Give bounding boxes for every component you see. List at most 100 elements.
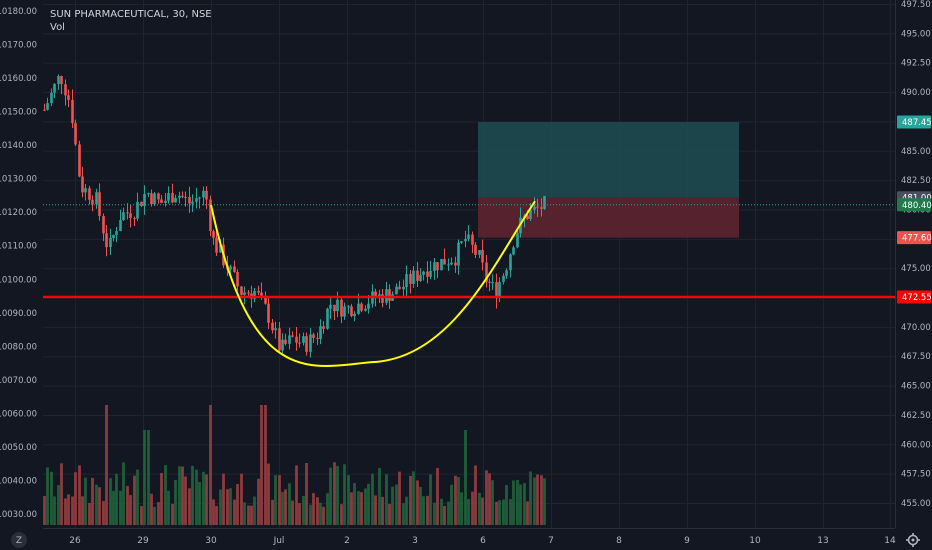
- volume-label[interactable]: Vol: [50, 22, 65, 33]
- candle-body: [278, 328, 281, 351]
- volume-bar: [467, 499, 470, 525]
- volume-bar: [419, 486, 422, 525]
- volume-bar: [143, 430, 146, 525]
- candle-body: [429, 270, 432, 277]
- candle-body: [295, 336, 298, 343]
- volume-bar: [464, 430, 467, 525]
- volume-bar: [278, 475, 281, 525]
- candle-body: [205, 190, 208, 200]
- candle-body: [91, 199, 94, 205]
- time-axis-panel[interactable]: [0, 528, 932, 550]
- candle-body: [343, 306, 346, 317]
- volume-bar: [333, 462, 336, 525]
- candle-body: [191, 201, 194, 204]
- candle-body: [98, 192, 101, 216]
- volume-bar: [405, 496, 408, 525]
- candle-body: [440, 259, 443, 271]
- volume-bar: [474, 465, 477, 525]
- candle-body: [81, 176, 84, 193]
- candlesticks: [43, 74, 546, 358]
- right-tick-9: 475.00: [901, 264, 931, 274]
- candle-body: [71, 99, 74, 124]
- drawings[interactable]: [43, 200, 895, 367]
- time-tick-6: 6: [480, 536, 486, 546]
- candle-body: [422, 271, 425, 275]
- candle-body: [419, 274, 422, 281]
- volume-bar: [336, 465, 339, 525]
- volume-bar: [233, 499, 236, 525]
- candle-body: [50, 92, 53, 104]
- candle-body: [353, 313, 356, 317]
- left-tick-6: 10120.00: [0, 208, 37, 218]
- left-tick-15: 10030.00: [0, 510, 37, 520]
- candle-body: [526, 215, 529, 220]
- volume-bar: [491, 480, 494, 525]
- candle-body: [147, 193, 150, 195]
- candle-body: [78, 144, 81, 177]
- volume-bar: [181, 466, 184, 525]
- candle-body: [174, 197, 177, 203]
- volume-bar: [53, 496, 56, 525]
- candle-body: [319, 326, 322, 339]
- volume-bar: [88, 502, 91, 525]
- left-tick-0: 10180.00: [0, 7, 37, 17]
- position-zones[interactable]: [478, 121, 739, 238]
- right-tick-15: 460.00: [901, 440, 931, 450]
- right-tick-1: 495.00: [901, 29, 931, 39]
- corner-left-label: Z: [16, 536, 22, 546]
- candle-body: [309, 334, 312, 352]
- volume-bar: [433, 502, 436, 525]
- volume-bar: [257, 478, 260, 525]
- volume-bar: [250, 505, 253, 525]
- volume-bar: [302, 496, 305, 525]
- volume-bar: [402, 503, 405, 525]
- candle-body: [509, 254, 512, 271]
- time-tick-7: 7: [548, 536, 554, 546]
- candle-body: [171, 193, 174, 203]
- volume-bar: [84, 477, 87, 525]
- volume-bar: [360, 492, 363, 525]
- volume-bar: [478, 492, 481, 525]
- price-tag-text-target: 487.45: [902, 118, 932, 128]
- volume-bar: [46, 467, 49, 525]
- volume-bar: [347, 475, 350, 525]
- volume-bar: [91, 477, 94, 525]
- right-tick-2: 492.50: [901, 59, 931, 69]
- volume-bar: [229, 488, 232, 525]
- right-tick-14: 462.50: [901, 411, 931, 421]
- candle-body: [157, 193, 160, 200]
- gear-icon[interactable]: [906, 533, 920, 547]
- volume-bar: [274, 475, 277, 525]
- candle-body: [112, 234, 115, 238]
- candle-body: [243, 292, 246, 295]
- volume-bar: [460, 492, 463, 525]
- candle-body: [105, 233, 108, 248]
- candle-body: [115, 231, 118, 235]
- volume-bar: [529, 471, 532, 525]
- symbol-title[interactable]: SUN PHARMACEUTICAL, 30, NSE: [50, 9, 212, 20]
- volume-bar: [78, 465, 81, 525]
- candle-body: [491, 282, 494, 284]
- right-axis-panel[interactable]: [895, 0, 932, 550]
- price-tag-text-stop: 477.60: [902, 234, 932, 244]
- zoom-reset-button[interactable]: [11, 532, 27, 548]
- volume-bar: [440, 498, 443, 525]
- candle-body: [529, 209, 532, 220]
- left-axis-panel[interactable]: [0, 0, 43, 550]
- volume-bar: [326, 493, 329, 525]
- candle-body: [498, 281, 501, 299]
- candle-body: [460, 241, 463, 243]
- candle-body: [126, 212, 129, 214]
- volume-bar: [167, 490, 170, 525]
- volume-bar: [374, 495, 377, 525]
- candle-body: [167, 193, 170, 201]
- volume-bar: [247, 505, 250, 525]
- candle-body: [478, 250, 481, 255]
- candle-body: [412, 270, 415, 284]
- volume-bar: [454, 475, 457, 525]
- volume-bar: [485, 470, 488, 525]
- candle-body: [257, 290, 260, 293]
- candle-body: [57, 76, 60, 84]
- candle-body: [102, 215, 105, 234]
